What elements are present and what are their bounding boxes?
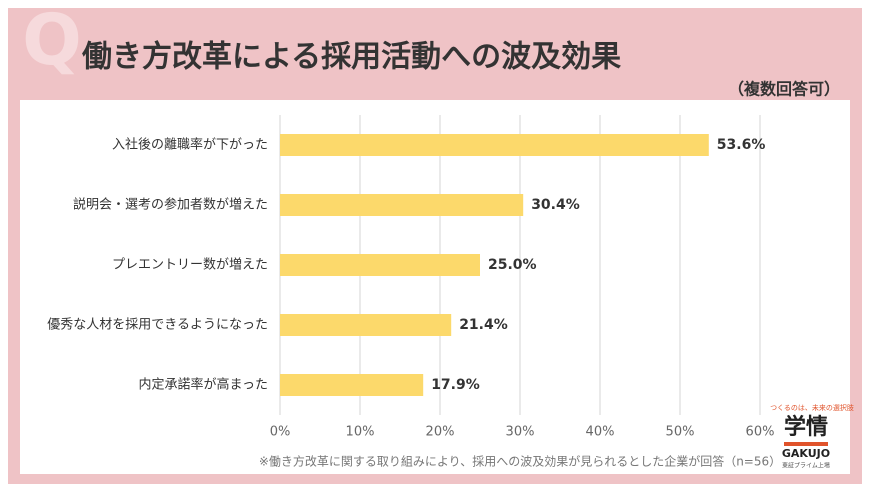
value-label: 53.6% (717, 137, 766, 153)
bar (280, 254, 480, 276)
logo-name: 学情 (784, 414, 828, 440)
footnote: ※働き方改革に関する取り組みにより、採用への波及効果が見られるとした企業が回答（… (259, 454, 781, 469)
y-tick-label: 説明会・選考の参加者数が増えた (73, 197, 268, 213)
value-label: 21.4% (459, 317, 508, 333)
value-label: 25.0% (488, 257, 537, 273)
chart-subtitle: （複数回答可） (728, 80, 840, 99)
value-label: 17.9% (431, 377, 480, 393)
panel (20, 100, 850, 474)
x-tick-label: 30% (506, 425, 535, 440)
y-tick-label: プレエントリー数が増えた (112, 258, 268, 273)
bar (280, 134, 709, 156)
logo-bar (784, 442, 828, 446)
logo-tagline: つくるのは、未来の選択肢 (770, 403, 854, 412)
logo-note: 東証プライム上場 (782, 462, 830, 470)
x-tick-label: 0% (270, 425, 291, 440)
x-tick-label: 50% (666, 425, 695, 440)
x-tick-label: 10% (346, 425, 375, 440)
chart-title: 働き方改革による採用活動への波及効果 (81, 40, 621, 75)
q-mark: Q (22, 0, 82, 81)
x-tick-label: 20% (426, 425, 455, 440)
y-tick-label: 内定承諾率が高まった (139, 377, 268, 393)
y-tick-label: 入社後の離職率が下がった (112, 137, 268, 153)
x-tick-label: 40% (586, 425, 615, 440)
bar (280, 314, 452, 336)
bar (280, 194, 524, 216)
logo-romaji: GAKUJO (782, 447, 830, 460)
bar (280, 374, 424, 396)
y-tick-label: 優秀な人材を採用できるようになった (47, 318, 268, 333)
x-tick-label: 60% (746, 425, 775, 440)
value-label: 30.4% (531, 197, 580, 213)
